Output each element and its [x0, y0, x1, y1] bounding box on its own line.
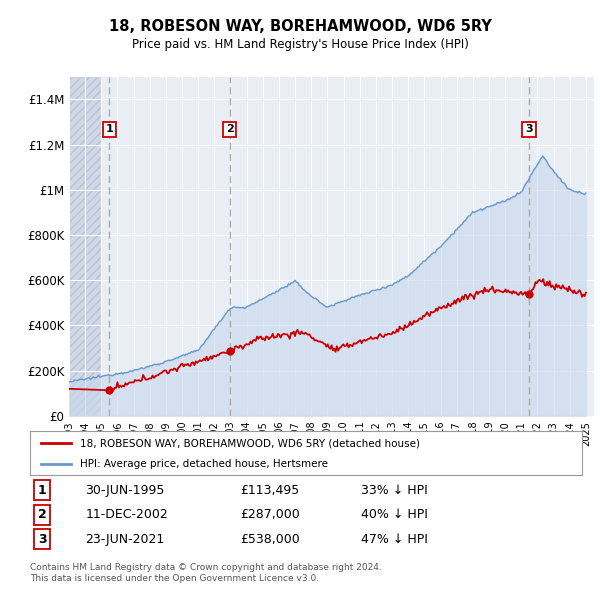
Bar [69, 77, 101, 416]
Text: 30-JUN-1995: 30-JUN-1995 [85, 484, 164, 497]
Text: 1: 1 [106, 124, 113, 135]
Text: 3: 3 [525, 124, 533, 135]
Text: 33% ↓ HPI: 33% ↓ HPI [361, 484, 428, 497]
Text: Contains HM Land Registry data © Crown copyright and database right 2024.: Contains HM Land Registry data © Crown c… [30, 563, 382, 572]
Text: £113,495: £113,495 [240, 484, 299, 497]
Text: 47% ↓ HPI: 47% ↓ HPI [361, 533, 428, 546]
Text: This data is licensed under the Open Government Licence v3.0.: This data is licensed under the Open Gov… [30, 573, 319, 583]
Text: £287,000: £287,000 [240, 508, 299, 522]
Text: 2: 2 [226, 124, 233, 135]
Text: £538,000: £538,000 [240, 533, 299, 546]
Text: HPI: Average price, detached house, Hertsmere: HPI: Average price, detached house, Hert… [80, 459, 328, 469]
Text: 18, ROBESON WAY, BOREHAMWOOD, WD6 5RY (detached house): 18, ROBESON WAY, BOREHAMWOOD, WD6 5RY (d… [80, 438, 419, 448]
Text: 1: 1 [38, 484, 47, 497]
Text: 3: 3 [38, 533, 46, 546]
Text: 18, ROBESON WAY, BOREHAMWOOD, WD6 5RY: 18, ROBESON WAY, BOREHAMWOOD, WD6 5RY [109, 19, 491, 34]
Text: 23-JUN-2021: 23-JUN-2021 [85, 533, 164, 546]
Text: Price paid vs. HM Land Registry's House Price Index (HPI): Price paid vs. HM Land Registry's House … [131, 38, 469, 51]
Text: 40% ↓ HPI: 40% ↓ HPI [361, 508, 428, 522]
Text: 2: 2 [38, 508, 47, 522]
Text: 11-DEC-2002: 11-DEC-2002 [85, 508, 168, 522]
